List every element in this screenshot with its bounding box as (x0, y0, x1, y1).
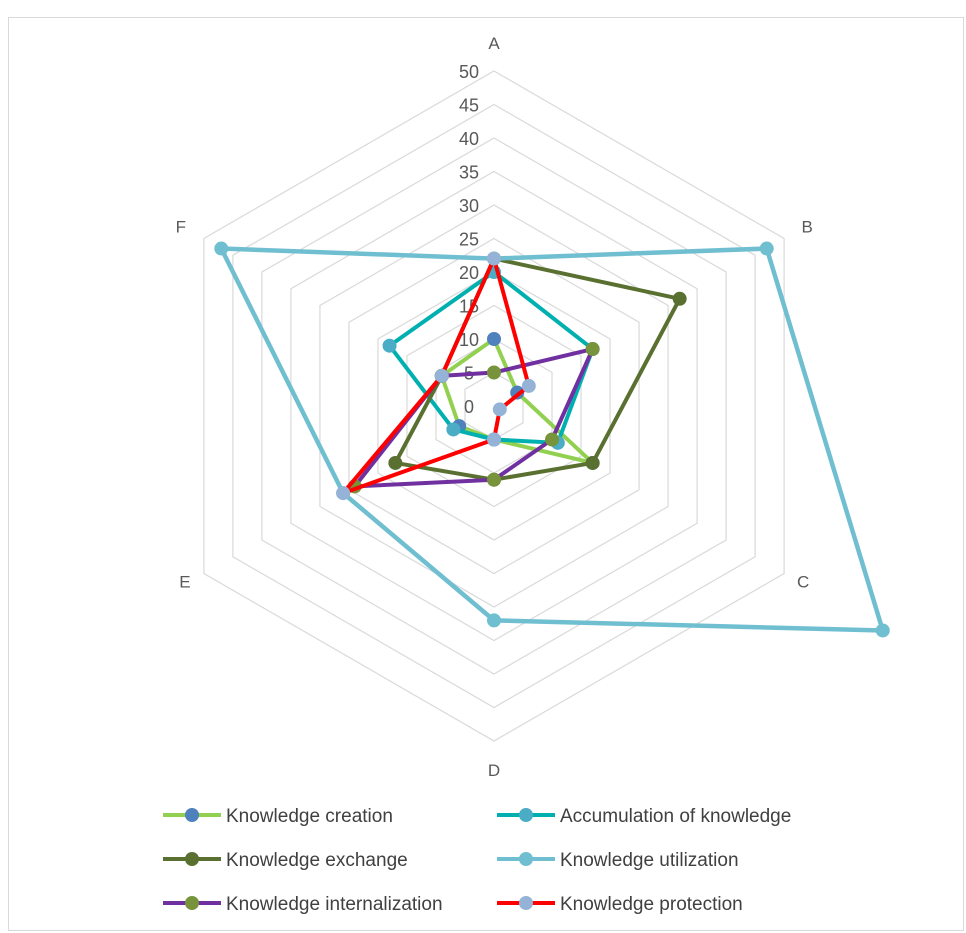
data-point (487, 432, 501, 447)
data-point (672, 291, 687, 306)
tick-label: 45 (459, 96, 479, 116)
gridline-15 (406, 304, 582, 508)
tick-label: 20 (459, 263, 479, 283)
data-point (545, 432, 560, 447)
tick-label: 40 (459, 129, 479, 149)
legend-label: Knowledge protection (560, 894, 743, 915)
data-point (388, 455, 403, 470)
tick-label: 0 (464, 397, 474, 417)
tick-label: 50 (459, 62, 479, 82)
legend-label: Knowledge utilization (560, 850, 739, 871)
legend-label: Accumulation of knowledge (560, 806, 791, 827)
gridline-30 (319, 204, 669, 608)
legend-swatch-marker (185, 896, 199, 910)
gridline-25 (348, 237, 640, 575)
data-point (585, 455, 600, 470)
data-point (585, 342, 600, 357)
data-point (487, 613, 501, 628)
tick-label: 25 (459, 230, 479, 250)
gridline-40 (261, 137, 727, 675)
data-point (487, 332, 501, 346)
data-point (492, 402, 507, 417)
legend-label: Knowledge creation (226, 806, 393, 827)
legend-label: Knowledge internalization (226, 894, 443, 915)
data-point (446, 422, 461, 437)
gridline-45 (232, 103, 756, 709)
data-point (214, 241, 229, 256)
category-label-C: C (797, 573, 809, 592)
data-point (521, 378, 536, 393)
legend-swatch-marker (185, 852, 199, 866)
category-label-E: E (179, 573, 190, 592)
series-line (393, 256, 682, 482)
tick-label: 30 (459, 196, 479, 216)
legend-swatch-marker (519, 808, 533, 822)
legend-label: Knowledge exchange (226, 850, 408, 871)
data-point (336, 486, 351, 501)
data-point (487, 251, 501, 266)
data-point (382, 338, 397, 353)
category-label-F: F (176, 218, 186, 237)
data-point (487, 472, 501, 487)
gridline-50 (203, 70, 785, 742)
data-point (487, 365, 501, 380)
category-label-A: A (488, 34, 500, 53)
data-point (875, 623, 890, 638)
tick-label: 10 (459, 330, 479, 350)
data-point (759, 241, 774, 256)
chart-frame (8, 17, 964, 931)
legend-swatch-marker (519, 896, 533, 910)
gridline-35 (290, 170, 698, 642)
legend-swatch-marker (185, 808, 199, 822)
data-point (434, 368, 449, 383)
category-label-B: B (801, 218, 812, 237)
category-label-D: D (488, 761, 500, 780)
legend-swatch-marker (519, 852, 533, 866)
gridline-20 (377, 271, 611, 541)
tick-label: 35 (459, 163, 479, 183)
